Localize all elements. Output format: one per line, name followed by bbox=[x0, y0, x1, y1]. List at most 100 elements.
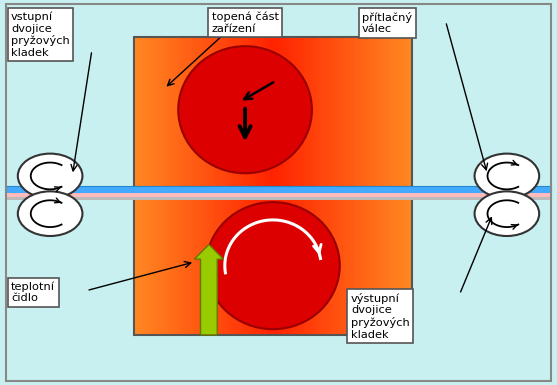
Bar bbox=[395, 37, 399, 187]
Bar bbox=[295, 196, 299, 335]
Circle shape bbox=[475, 191, 539, 236]
Bar bbox=[387, 196, 391, 335]
Bar bbox=[301, 196, 305, 335]
Bar bbox=[337, 196, 341, 335]
Bar bbox=[173, 196, 177, 335]
Bar bbox=[370, 37, 374, 187]
Bar bbox=[156, 37, 160, 187]
Bar bbox=[323, 196, 327, 335]
Bar bbox=[187, 37, 190, 187]
Bar bbox=[256, 37, 260, 187]
Bar bbox=[368, 37, 372, 187]
Bar bbox=[189, 37, 193, 187]
Bar bbox=[379, 37, 383, 187]
Bar bbox=[317, 37, 321, 187]
Circle shape bbox=[18, 154, 82, 198]
Bar bbox=[284, 196, 288, 335]
Bar bbox=[287, 196, 291, 335]
Bar bbox=[334, 37, 338, 187]
Bar bbox=[134, 37, 138, 187]
Bar bbox=[356, 37, 360, 187]
Bar bbox=[145, 196, 149, 335]
Bar bbox=[331, 37, 335, 187]
Bar bbox=[150, 37, 154, 187]
Bar bbox=[351, 196, 355, 335]
Bar bbox=[139, 196, 143, 335]
Bar bbox=[234, 37, 238, 187]
Bar bbox=[139, 37, 143, 187]
Bar bbox=[187, 196, 190, 335]
Bar bbox=[253, 196, 257, 335]
Bar bbox=[198, 196, 202, 335]
Bar bbox=[370, 196, 374, 335]
Bar bbox=[259, 37, 263, 187]
Bar bbox=[228, 37, 232, 187]
Bar bbox=[198, 37, 202, 187]
Text: přítlačný
válec: přítlačný válec bbox=[362, 12, 412, 34]
Bar bbox=[312, 37, 316, 187]
Bar bbox=[281, 196, 285, 335]
Bar bbox=[156, 196, 160, 335]
Bar bbox=[340, 37, 344, 187]
Bar bbox=[245, 196, 249, 335]
Bar bbox=[134, 37, 412, 187]
Bar bbox=[393, 37, 397, 187]
Bar bbox=[292, 37, 296, 187]
Bar bbox=[223, 196, 227, 335]
Bar bbox=[256, 196, 260, 335]
Bar bbox=[145, 37, 149, 187]
Bar bbox=[276, 196, 280, 335]
Text: vstupní
dvojice
pryžových
kladek: vstupní dvojice pryžových kladek bbox=[11, 12, 70, 58]
Bar bbox=[306, 37, 310, 187]
Bar bbox=[348, 37, 352, 187]
Bar bbox=[136, 196, 140, 335]
Bar bbox=[251, 37, 255, 187]
Bar bbox=[195, 196, 199, 335]
Bar bbox=[162, 196, 165, 335]
Bar bbox=[284, 37, 288, 187]
Bar bbox=[150, 196, 154, 335]
Bar bbox=[267, 37, 271, 187]
Bar bbox=[181, 37, 185, 187]
Bar bbox=[251, 196, 255, 335]
Bar bbox=[345, 37, 349, 187]
Bar bbox=[164, 37, 168, 187]
Bar bbox=[326, 196, 330, 335]
Bar bbox=[304, 196, 307, 335]
Bar bbox=[175, 37, 179, 187]
Bar bbox=[373, 37, 377, 187]
Bar bbox=[248, 196, 252, 335]
Bar bbox=[228, 196, 232, 335]
Bar bbox=[345, 196, 349, 335]
Bar bbox=[148, 37, 152, 187]
Bar bbox=[348, 196, 352, 335]
Bar bbox=[167, 37, 171, 187]
Bar bbox=[270, 196, 274, 335]
Bar bbox=[206, 37, 210, 187]
Bar bbox=[226, 37, 229, 187]
Bar bbox=[217, 37, 221, 187]
Bar bbox=[359, 196, 363, 335]
Bar bbox=[223, 37, 227, 187]
Bar bbox=[387, 37, 391, 187]
Bar bbox=[170, 196, 174, 335]
Bar bbox=[217, 196, 221, 335]
Bar bbox=[212, 196, 216, 335]
Bar bbox=[398, 37, 402, 187]
Bar bbox=[376, 196, 380, 335]
Bar bbox=[167, 196, 171, 335]
Bar bbox=[253, 37, 257, 187]
Bar bbox=[231, 37, 235, 187]
Bar bbox=[404, 37, 408, 187]
Bar bbox=[401, 37, 405, 187]
Bar bbox=[323, 37, 327, 187]
Bar bbox=[203, 196, 207, 335]
Bar bbox=[354, 37, 358, 187]
Bar bbox=[276, 37, 280, 187]
Bar bbox=[209, 37, 213, 187]
Bar bbox=[142, 196, 146, 335]
Bar bbox=[407, 37, 411, 187]
Bar bbox=[359, 37, 363, 187]
Bar bbox=[237, 37, 241, 187]
FancyArrow shape bbox=[194, 244, 223, 335]
